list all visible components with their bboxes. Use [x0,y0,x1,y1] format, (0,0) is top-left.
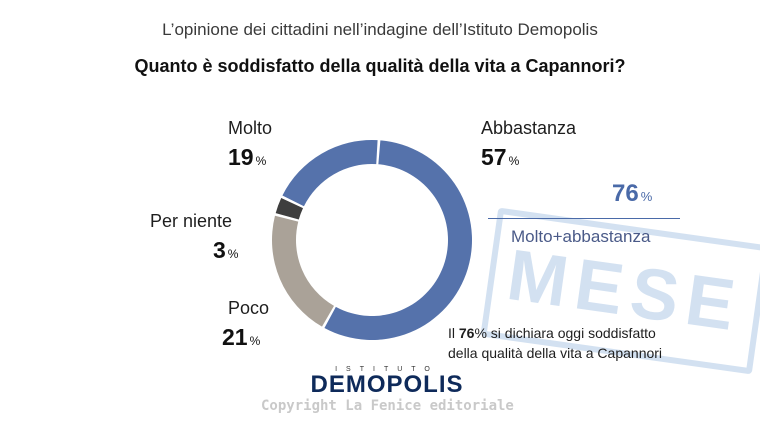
summary-value: 76% [612,180,653,207]
summary-label: Molto+abbastanza [511,227,651,246]
value-poco: 21% [222,324,261,350]
value-per-niente: 3% [213,237,239,263]
label-molto: Molto [228,118,273,138]
value-abbastanza: 57% [481,144,520,170]
summary-note: Il 76% si dichiara oggi soddisfatto dell… [448,325,663,361]
value-molto: 19% [228,144,267,170]
summary-divider [488,218,680,219]
donut-slice-per-niente [275,198,304,220]
donut-slice-molto [282,140,378,207]
copyright-text: Copyright La Fenice editoriale [261,398,514,414]
donut-slice-abbastanza [324,140,473,340]
donut-slice-poco [272,215,334,327]
label-abbastanza: Abbastanza [481,118,577,138]
chart-subtitle: L’opinione dei cittadini nell’indagine d… [162,20,598,39]
demopolis-logo: ISTITUTO DEMOPOLIS [310,366,464,398]
label-per-niente: Per niente [150,211,233,231]
chart-title: Quanto è soddisfatto della qualità della… [134,56,626,76]
label-poco: Poco [228,298,270,318]
